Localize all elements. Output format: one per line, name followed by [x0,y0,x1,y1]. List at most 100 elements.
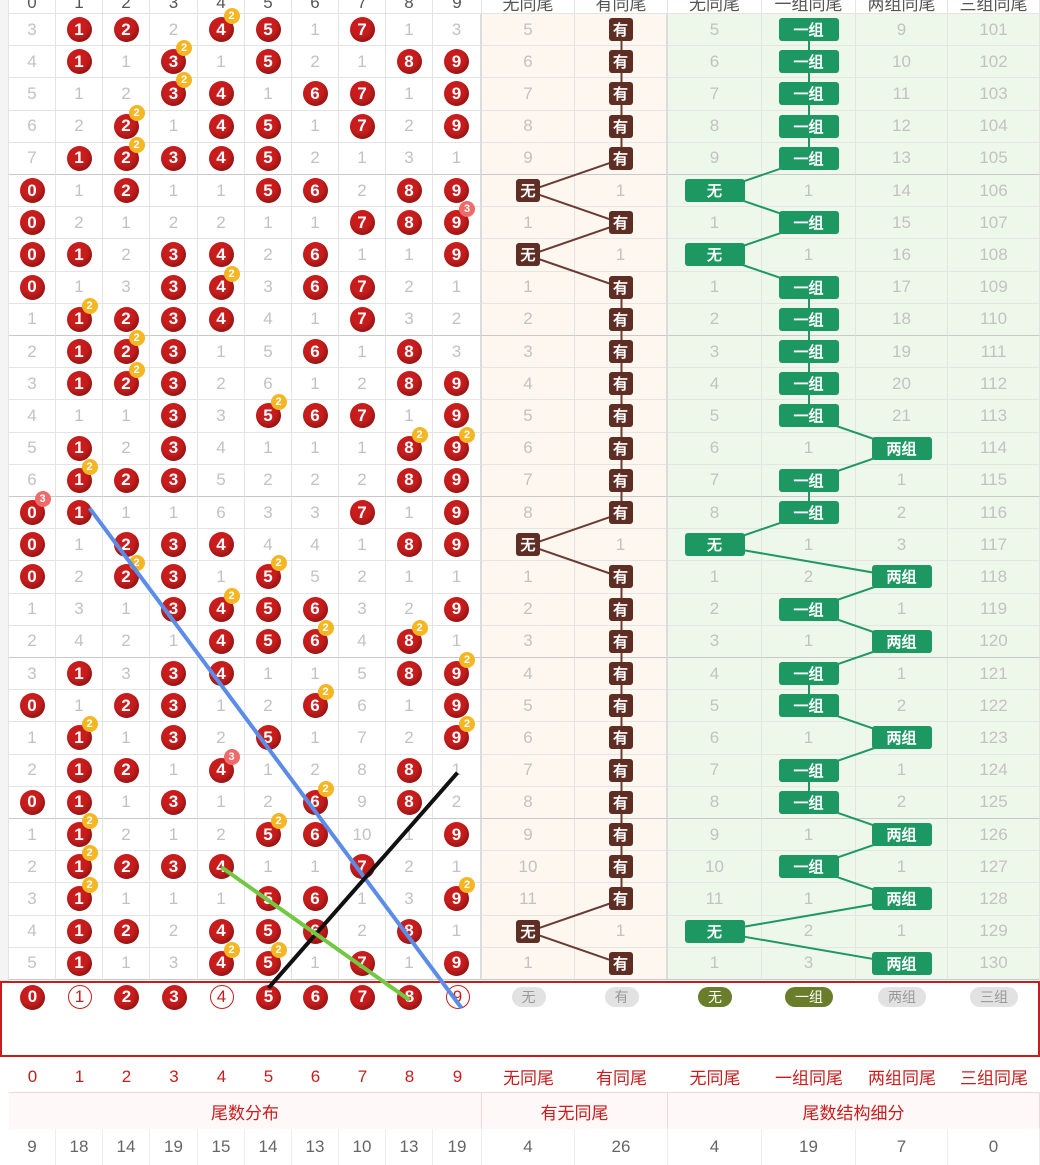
miss-count: 3 [709,631,720,651]
row-4-col-6: 2 [292,142,339,175]
mark-cell-2[interactable]: 2 [103,982,150,1012]
row-4-col-13: 一组 [762,142,856,175]
number-ball: 4 [208,854,234,880]
mark-cell-11[interactable]: 有 [575,982,668,1012]
mark-cell-1[interactable]: 1 [56,982,103,1012]
miss-count: 3 [404,888,414,908]
mark-ball[interactable]: 8 [397,984,422,1010]
miss-count: 1 [615,244,626,264]
row-12-col-15: 113 [948,400,1040,433]
row-1-col-6: 2 [292,46,339,79]
ball-label: 5 [263,921,273,941]
no-group-tag: 无 [684,533,745,557]
number-ball: 2 [113,693,139,719]
mark-pill[interactable]: 一组 [785,987,833,1007]
row-24-col-14: 2 [856,786,948,819]
miss-count: 1 [310,19,320,39]
mark-pill[interactable]: 无 [698,987,732,1007]
mark-cell-3[interactable]: 3 [150,982,198,1012]
miss-count: 2 [357,921,367,941]
three-group-count: 101 [979,19,1008,39]
has-same-tail-tag: 有 [608,726,633,750]
ball-label: 6 [310,83,320,103]
row-19-col-7: 4 [339,625,386,658]
miss-count: 3 [27,19,37,39]
row-15-col-13: 一组 [762,497,856,530]
row-13-col-3: 3 [150,432,198,465]
mark-cell-6[interactable]: 6 [292,982,339,1012]
mark-cell-4[interactable]: 4 [198,982,245,1012]
mark-cell-8[interactable]: 8 [386,982,433,1012]
row-7-col-13: 1 [762,239,856,272]
mark-cell-13[interactable]: 一组 [762,982,856,1012]
row-4-col-14: 13 [856,142,948,175]
mark-ball[interactable]: 9 [445,985,470,1009]
miss-count: 8 [709,502,720,522]
repeat-badge: 2 [81,297,98,314]
mark-cell-9[interactable]: 9 [433,982,482,1012]
miss-count: 2 [216,824,226,844]
number-ball: 1 [66,757,92,783]
miss-count: 17 [892,277,911,297]
mark-cell-14[interactable]: 两组 [856,982,948,1012]
mark-ball[interactable]: 1 [67,985,92,1009]
mark-ball[interactable]: 7 [350,984,375,1010]
number-ball: 6 [302,274,328,300]
row-17-col-1: 2 [56,561,103,594]
miss-count: 2 [27,856,37,876]
mark-cell-0[interactable]: 0 [9,982,56,1012]
miss-count: 6 [263,373,273,393]
row-9-col-15: 110 [948,303,1040,336]
miss-count: 3 [709,341,720,361]
row-14-col-9: 9 [433,464,482,497]
ball-label: 9 [451,438,462,458]
number-ball: 9 [444,113,469,139]
row-1-col-1: 1 [56,46,103,79]
mark-pill[interactable]: 两组 [878,987,926,1007]
mark-cell-10[interactable]: 无 [482,982,575,1012]
mark-pill[interactable]: 无 [511,987,546,1007]
row-23-col-11: 有 [575,754,668,787]
miss-count: 3 [27,888,37,908]
ball-label: 2 [121,373,131,393]
row-29-col-1: 1 [56,947,103,980]
mark-cell-15[interactable]: 三组 [948,982,1040,1012]
row-17-col-11: 有 [575,561,668,594]
row-1-col-15: 102 [948,46,1040,79]
row-0-col-5: 5 [245,14,292,47]
miss-count: 1 [310,309,320,329]
mark-cell-7[interactable]: 7 [339,982,386,1012]
three-group-count: 130 [979,953,1008,973]
miss-count: 1 [357,341,367,361]
row-27-col-7: 1 [339,883,386,916]
mark-pill[interactable]: 三组 [970,987,1018,1007]
ball-label: 3 [168,51,179,71]
mark-ball[interactable]: 4 [209,985,234,1009]
miss-count: 5 [709,695,720,715]
miss-count: 3 [168,953,179,973]
footer-total-3: 19 [150,1129,198,1165]
number-ball: 7 [349,210,375,236]
mark-pill[interactable]: 有 [604,987,639,1007]
mark-ball[interactable]: 2 [114,984,139,1010]
mark-ball[interactable]: 3 [161,984,187,1010]
ball-label: 3 [168,663,179,683]
row-8-col-12: 1 [668,271,762,304]
mark-cell-12[interactable]: 无 [668,982,762,1012]
row-2-col-2: 2 [103,78,150,111]
miss-count: 6 [523,51,533,71]
number-ball: 0 [19,789,45,815]
row-8-col-0: 0 [9,271,56,304]
row-6-col-6: 1 [292,207,339,240]
mark-ball[interactable]: 5 [256,984,281,1010]
mark-ball[interactable]: 0 [20,984,45,1010]
ball-label: 3 [168,534,179,554]
row-2-col-12: 7 [668,78,762,111]
mark-ball[interactable]: 6 [303,984,328,1010]
row-2-col-5: 1 [245,78,292,111]
mark-cell-5[interactable]: 5 [245,982,292,1012]
